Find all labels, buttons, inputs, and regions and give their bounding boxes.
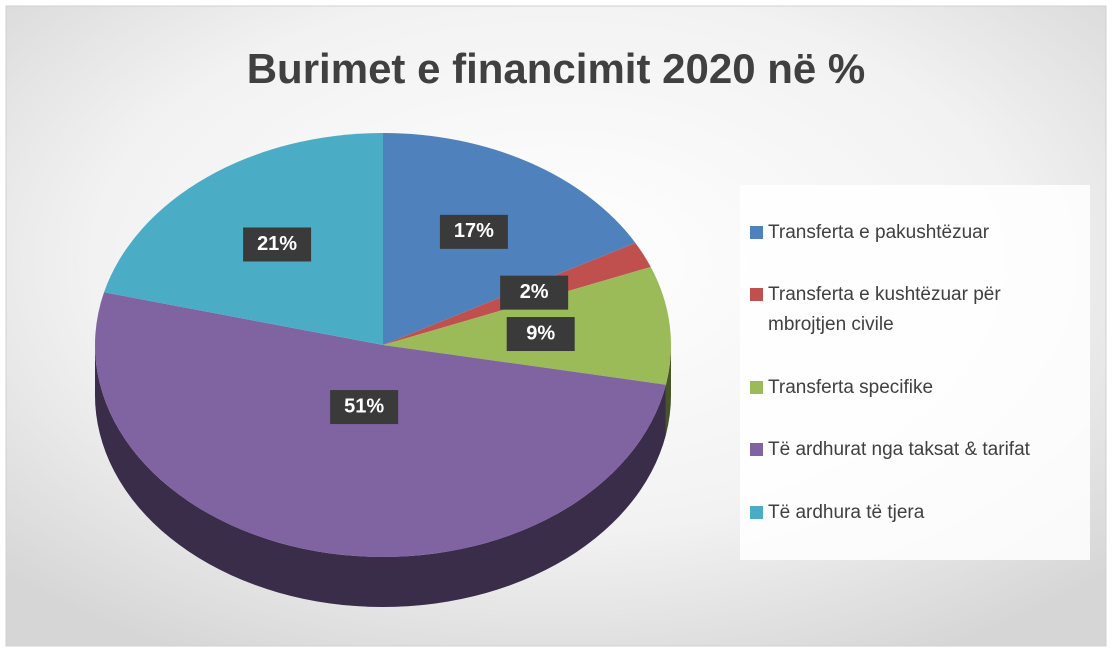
data-label: 17% bbox=[454, 220, 494, 242]
data-label-box bbox=[243, 227, 312, 262]
legend-item: Të ardhura të tjera bbox=[750, 498, 1080, 528]
legend-swatch bbox=[750, 505, 763, 519]
legend-label: Transferta specifike bbox=[768, 376, 934, 398]
data-label: 21% bbox=[257, 233, 297, 255]
data-label-box bbox=[330, 390, 399, 425]
legend-item: Të ardhurat nga taksat & tarifat bbox=[750, 435, 1080, 465]
legend-swatch bbox=[750, 380, 763, 394]
slice-side-shade bbox=[665, 345, 671, 435]
legend-label: Transferta e pakushtëzuar bbox=[768, 221, 990, 243]
legend-item: Transferta e kushtëzuar për mbrojtjen ci… bbox=[750, 280, 1080, 340]
legend-swatch bbox=[750, 443, 763, 456]
legend-item: Transferta e pakushtëzuar bbox=[750, 218, 1080, 248]
slice bbox=[94, 292, 666, 558]
data-label-box bbox=[439, 214, 508, 249]
legend-item: Transferta specifike bbox=[750, 373, 1080, 403]
slice-side-shade bbox=[95, 345, 666, 607]
data-label-box bbox=[506, 317, 575, 352]
data-label-box bbox=[500, 275, 569, 310]
slice bbox=[383, 133, 636, 345]
legend-swatch bbox=[750, 225, 763, 239]
legend-label: Të ardhurat nga taksat & tarifat bbox=[768, 439, 1030, 460]
chart-title: Burimet e financimit 2020 në % bbox=[247, 45, 866, 92]
legend-swatch bbox=[750, 288, 763, 301]
data-label: 9% bbox=[526, 322, 555, 344]
data-label: 2% bbox=[520, 281, 549, 303]
legend-label: Të ardhura të tjera bbox=[768, 501, 925, 523]
legend: Transferta e pakushtëzuar Transferta e ku… bbox=[740, 185, 1090, 560]
data-label: 51% bbox=[344, 395, 384, 417]
legend-label: Transferta e kushtëzuar për mbrojtjen ci… bbox=[768, 284, 1001, 335]
